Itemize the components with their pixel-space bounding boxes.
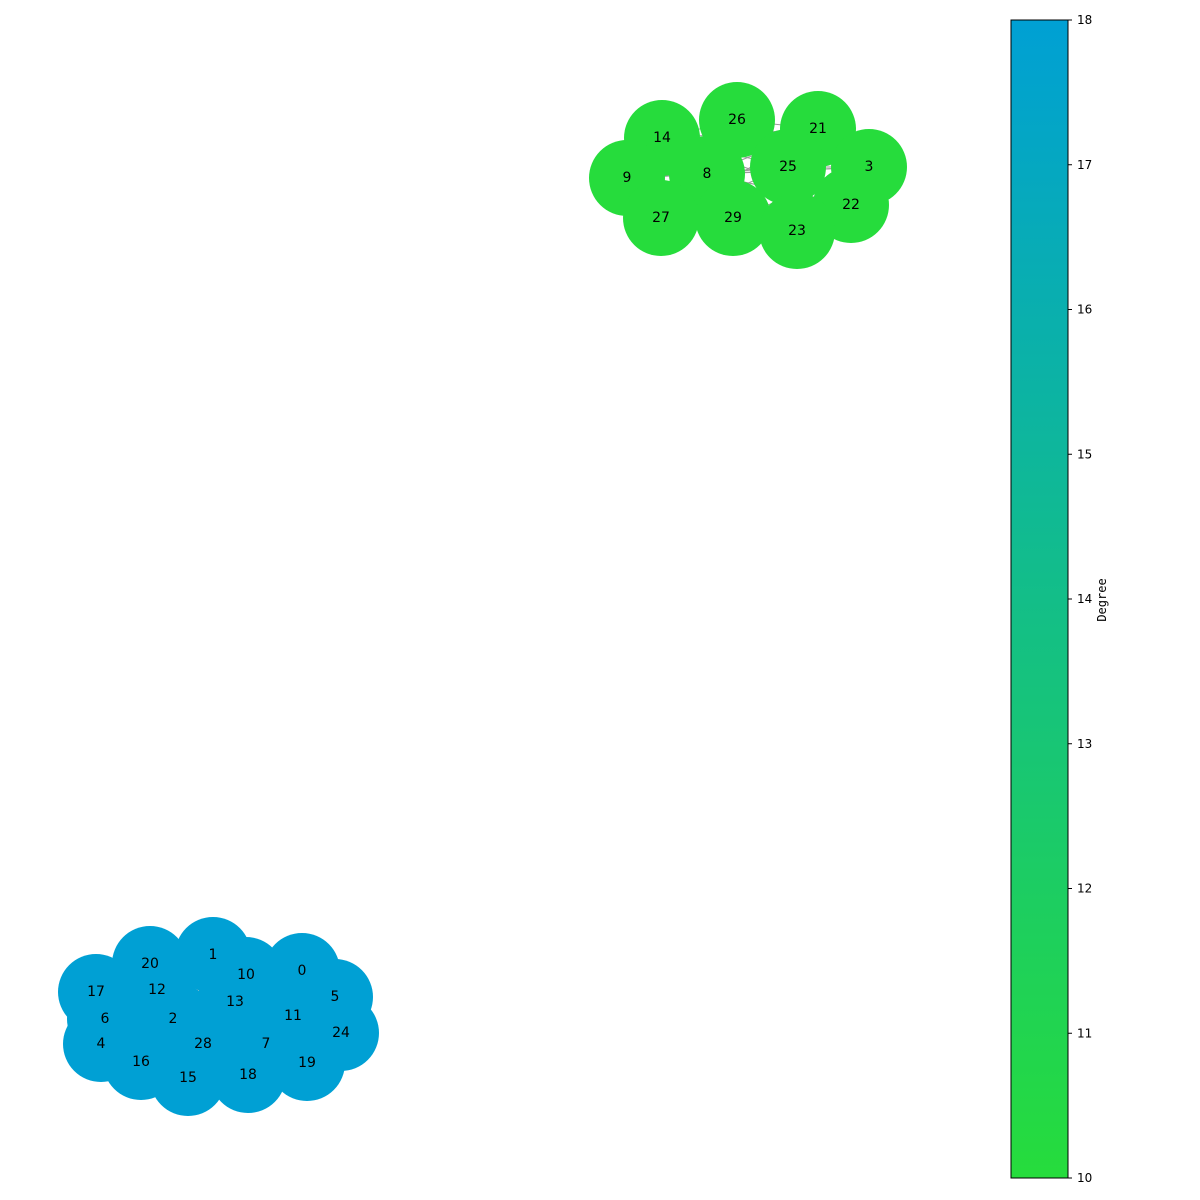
colorbar-gradient (1010, 19, 1069, 1179)
node-label-27: 27 (652, 210, 670, 226)
blue-cluster: 20 1 10 0 17 12 13 5 6 2 11 24 4 28 7 16 19 15 18 (58, 917, 379, 1116)
node-label-15: 15 (179, 1070, 197, 1086)
node-label-18: 18 (239, 1067, 257, 1083)
node-label-11: 11 (284, 1008, 302, 1024)
node-label-14: 14 (653, 130, 671, 146)
node-label-12: 12 (148, 982, 166, 998)
node-label-28: 28 (194, 1036, 212, 1052)
node-label-25: 25 (779, 159, 797, 175)
node-label-5: 5 (331, 989, 340, 1005)
node-19 (269, 1025, 345, 1101)
node-label-9: 9 (623, 170, 632, 186)
colorbar-tick-label: 10 (1077, 1171, 1092, 1185)
node-label-19: 19 (298, 1055, 316, 1071)
node-25 (750, 129, 826, 205)
node-label-10: 10 (237, 967, 255, 983)
node-label-6: 6 (101, 1011, 110, 1027)
node-label-1: 1 (209, 947, 218, 963)
node-18 (210, 1037, 286, 1113)
colorbar-tick-label: 15 (1077, 447, 1092, 461)
node-23 (759, 193, 835, 269)
node-label-13: 13 (226, 994, 244, 1010)
node-label-0: 0 (298, 963, 307, 979)
green-cluster: 14 26 21 9 8 25 3 22 27 29 23 (589, 82, 907, 269)
node-label-16: 16 (132, 1054, 150, 1070)
colorbar-ticks: 10 11 12 13 14 15 16 17 18 (1068, 13, 1092, 1185)
colorbar-tick-label: 16 (1077, 303, 1092, 317)
colorbar-label: Degree (1095, 578, 1109, 621)
colorbar: 10 11 12 13 14 15 16 17 18 Degree (1010, 13, 1109, 1185)
node-label-23: 23 (788, 223, 806, 239)
node-label-22: 22 (842, 197, 860, 213)
colorbar-tick-label: 13 (1077, 737, 1092, 751)
node-label-4: 4 (97, 1036, 106, 1052)
node-label-20: 20 (141, 956, 159, 972)
node-label-26: 26 (728, 112, 746, 128)
node-label-21: 21 (809, 121, 827, 137)
node-label-8: 8 (703, 166, 712, 182)
colorbar-tick-label: 18 (1077, 13, 1092, 27)
colorbar-tick-label: 12 (1077, 882, 1092, 896)
node-label-2: 2 (169, 1011, 178, 1027)
node-label-24: 24 (332, 1025, 350, 1041)
node-label-3: 3 (865, 159, 874, 175)
node-29 (695, 180, 771, 256)
colorbar-tick-label: 17 (1077, 158, 1092, 172)
node-15 (150, 1040, 226, 1116)
node-label-17: 17 (87, 984, 105, 1000)
node-label-29: 29 (724, 210, 742, 226)
node-27 (623, 180, 699, 256)
colorbar-tick-label: 11 (1077, 1026, 1092, 1040)
colorbar-tick-label: 14 (1077, 592, 1092, 606)
node-label-7: 7 (262, 1036, 271, 1052)
